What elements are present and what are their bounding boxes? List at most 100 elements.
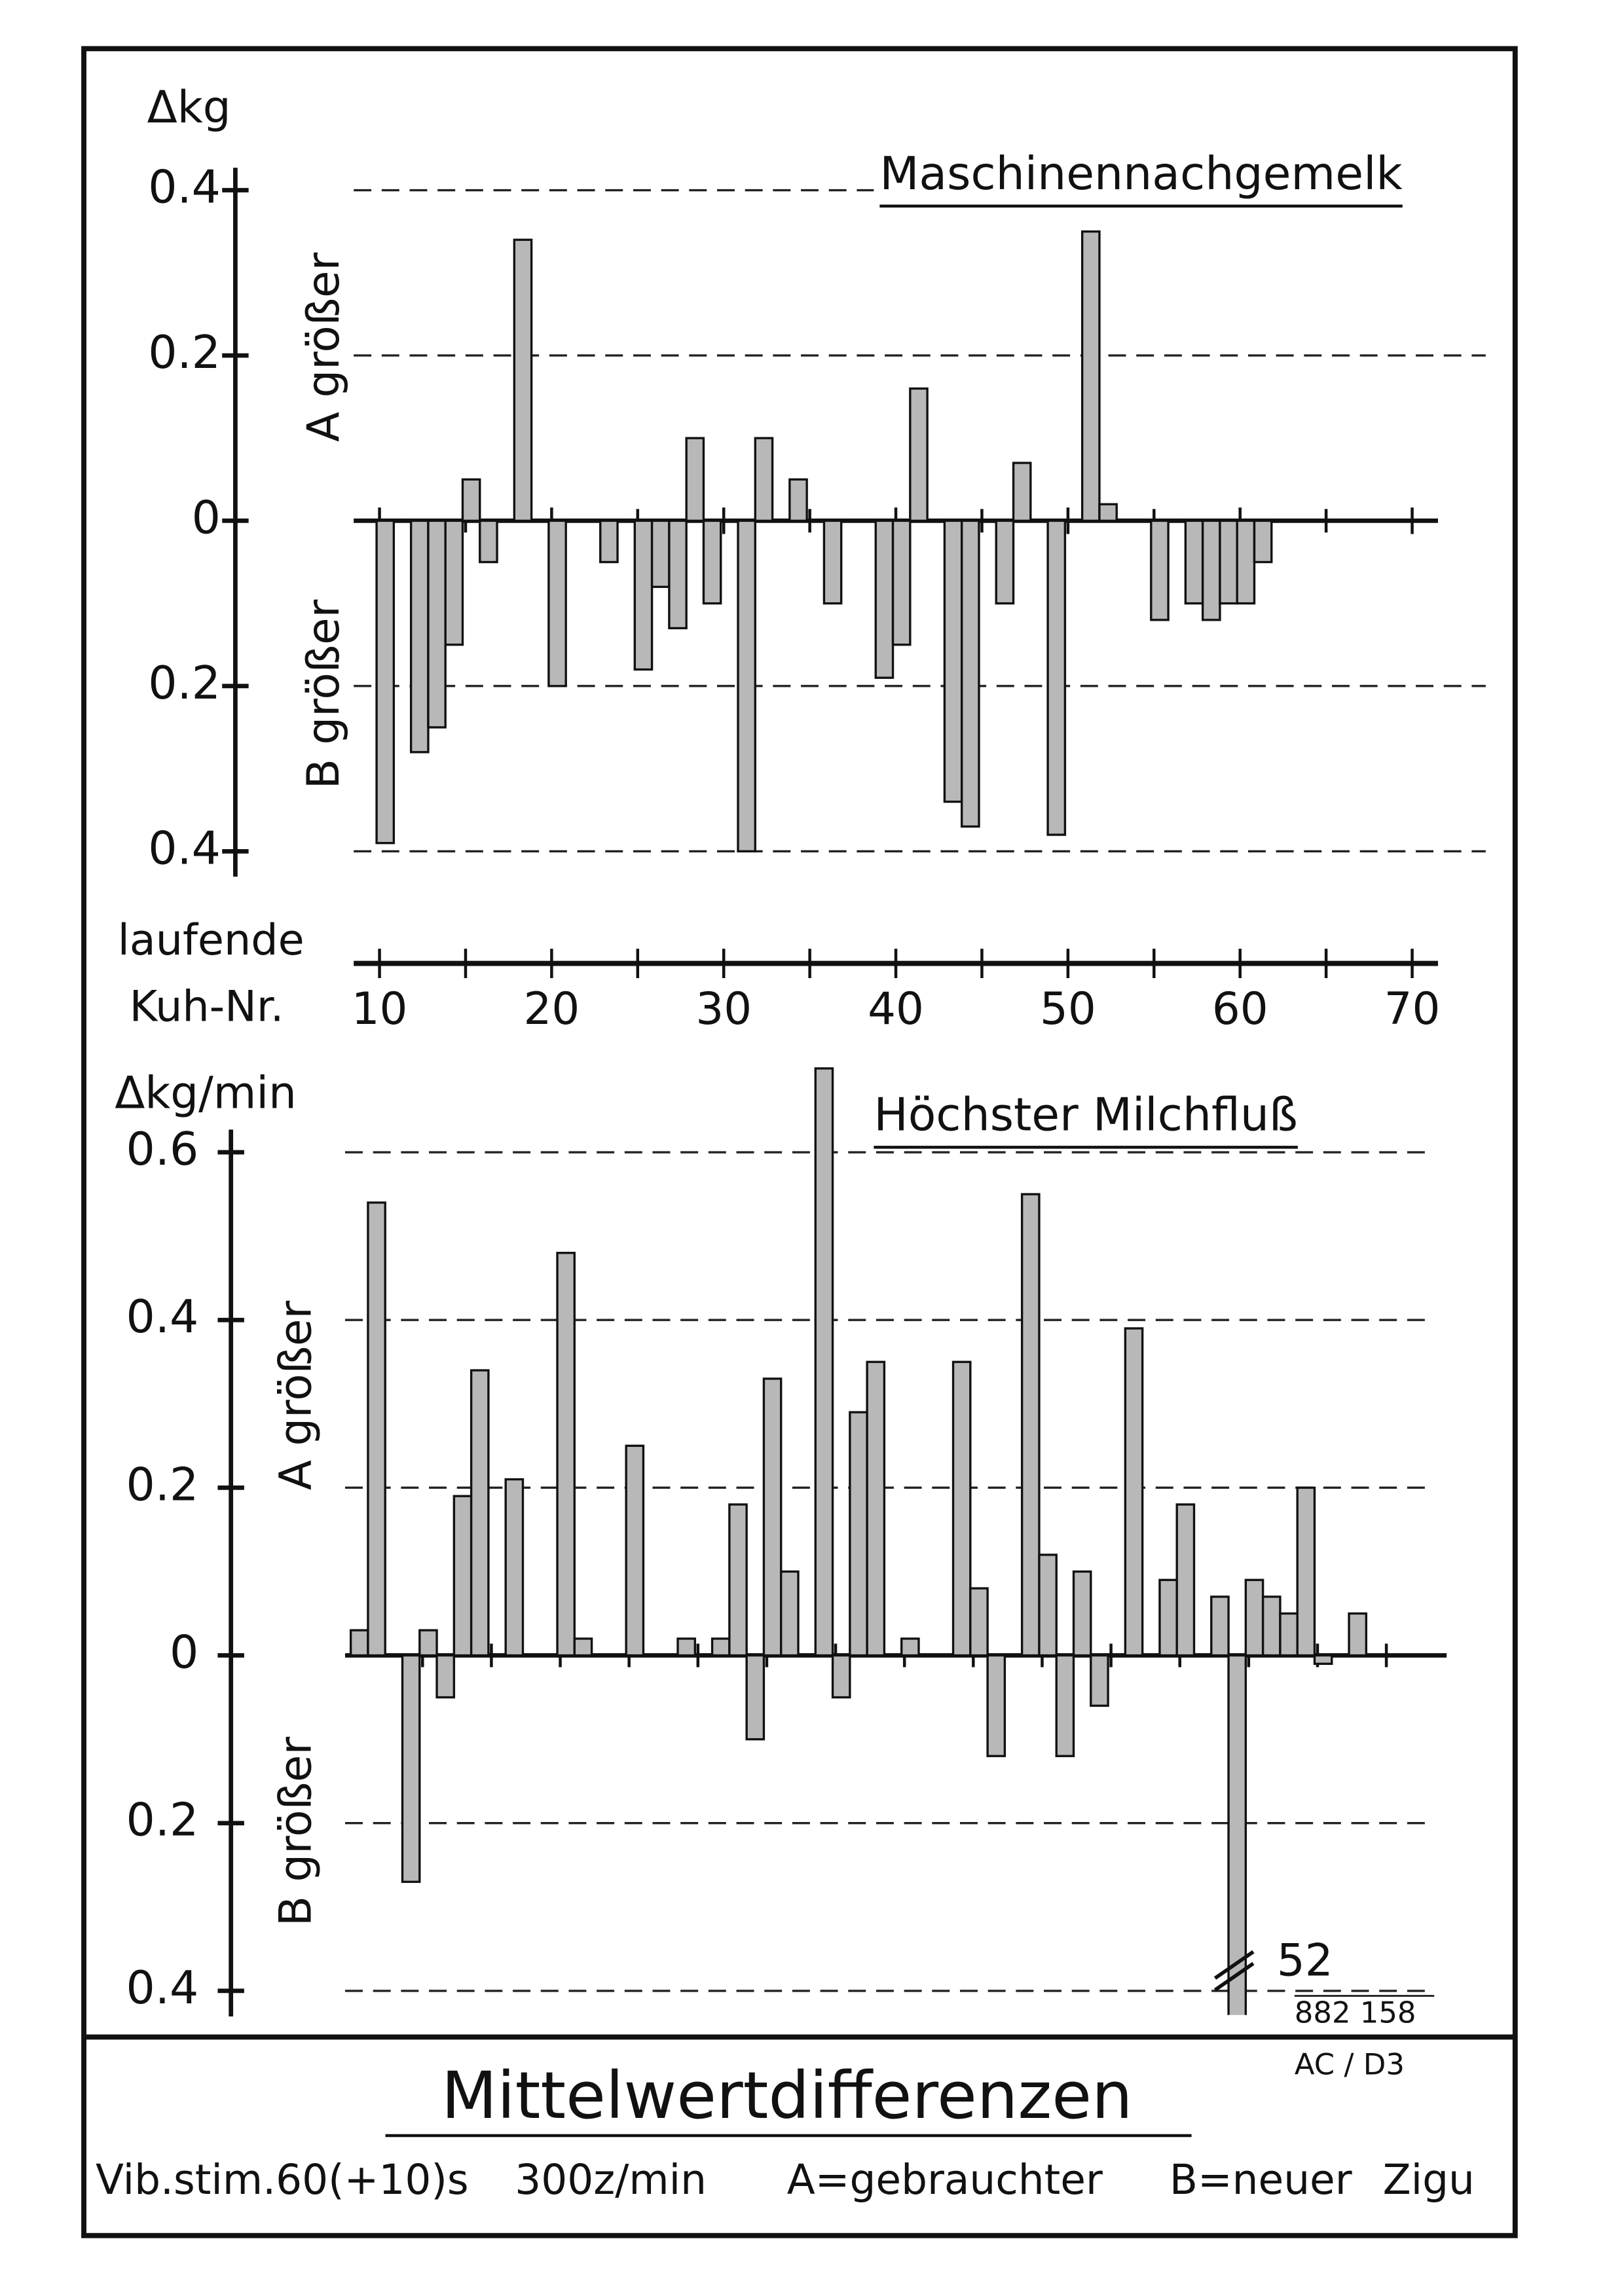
bar [556, 1252, 576, 1657]
bar [435, 1654, 456, 1699]
footer-item: 300z/min [515, 2156, 707, 2204]
x-tick-label: 30 [695, 983, 752, 1034]
bar [1055, 1654, 1075, 1757]
bar [866, 1360, 886, 1657]
bar [513, 238, 533, 522]
bar [427, 519, 447, 729]
bar [702, 519, 722, 605]
bar [650, 519, 671, 589]
bar [788, 478, 808, 522]
x-tick-label: 40 [868, 983, 924, 1034]
bar [1261, 1595, 1282, 1657]
bar [814, 1067, 834, 1657]
bar [1210, 1595, 1230, 1657]
bar [668, 519, 688, 630]
bar [762, 1377, 783, 1657]
bar [676, 1637, 696, 1657]
bar [1090, 1654, 1109, 1707]
bars [375, 230, 1273, 853]
side-label: B größer [297, 599, 349, 789]
bar [1038, 1554, 1058, 1657]
x-axis-label: Kuh-Nr. [130, 982, 284, 1031]
y-tick-label: 0.2 [126, 1794, 199, 1847]
bar [943, 519, 963, 803]
footer-title: Mittelwertdifferenzen [441, 2058, 1133, 2134]
y-tick-label: 0.6 [126, 1123, 199, 1176]
y-tick-label: 0.4 [148, 822, 221, 875]
bar [986, 1654, 1006, 1757]
bar [960, 519, 980, 828]
bar [461, 478, 481, 522]
bar [710, 1637, 731, 1657]
bar [1150, 519, 1170, 621]
bars [349, 1067, 1368, 2015]
bar [737, 519, 756, 853]
bar [1348, 1612, 1368, 1657]
y-axis-label: Δkg/min [115, 1066, 297, 1118]
x-tick-label: 60 [1212, 983, 1268, 1034]
bar [728, 1503, 748, 1657]
bar [995, 519, 1015, 605]
x-tick-label: 10 [352, 983, 408, 1034]
chart-title: Höchster Milchfluß [874, 1088, 1298, 1141]
bar [1244, 1578, 1264, 1657]
bar [1296, 1486, 1316, 1657]
bar [780, 1570, 800, 1657]
bar [1201, 519, 1221, 621]
bar [633, 519, 654, 671]
footer-item: Vib.stim.60(+10)s [96, 2156, 469, 2204]
bar [1012, 462, 1032, 522]
bar [951, 1360, 972, 1657]
bar [418, 1629, 438, 1657]
y-tick-label: 0.2 [148, 326, 221, 379]
annotation: AC / D3 [1295, 2047, 1405, 2081]
x-tick-label: 50 [1040, 983, 1096, 1034]
bar [573, 1637, 593, 1657]
bar [349, 1629, 369, 1657]
bar [909, 387, 929, 522]
y-tick-label: 0.4 [126, 1290, 199, 1343]
y-axis-label: Δkg [147, 81, 231, 133]
x-axis-label: laufende [118, 916, 304, 965]
axis-break [1213, 1950, 1255, 1992]
bar [367, 1201, 386, 1657]
bar [822, 519, 843, 605]
bar [1080, 230, 1101, 522]
bar [1020, 1193, 1041, 1657]
bar [375, 519, 396, 845]
bar [1279, 1612, 1299, 1657]
x-tick-label: 20 [524, 983, 580, 1034]
bar [470, 1369, 490, 1657]
bar [1175, 1503, 1196, 1657]
bar [1184, 519, 1204, 605]
bar [1072, 1570, 1092, 1657]
bar [969, 1587, 989, 1657]
bar [685, 437, 705, 522]
bar [1313, 1654, 1333, 1666]
bar [479, 519, 498, 564]
y-tick-label: 0 [170, 1626, 198, 1679]
bar [1124, 1327, 1144, 1657]
bar [401, 1654, 421, 1884]
bar [504, 1478, 525, 1657]
bar [1227, 1654, 1247, 2015]
bar [1098, 503, 1118, 522]
bar [1236, 519, 1256, 605]
side-label: A größer [297, 252, 349, 442]
y-tick-label: 0.2 [148, 657, 221, 710]
y-tick-label: 0.4 [126, 1961, 199, 2014]
bar [874, 519, 895, 679]
frame [81, 46, 1518, 2238]
footer-item: Zigu [1383, 2156, 1475, 2204]
bar [745, 1654, 766, 1741]
x-tick-label: 70 [1384, 983, 1441, 1034]
bar [831, 1654, 851, 1699]
bar [452, 1495, 473, 1657]
annotation: 882 158 [1295, 1995, 1416, 2030]
y-tick-label: 0.2 [126, 1458, 199, 1511]
bar [409, 519, 430, 754]
footer-item: A=gebrauchter [787, 2156, 1103, 2204]
bar [849, 1411, 868, 1657]
footer-item: B=neuer [1170, 2156, 1352, 2204]
